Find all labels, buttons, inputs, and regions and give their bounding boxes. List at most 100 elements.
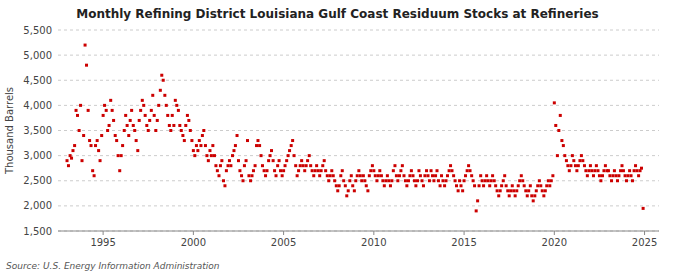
point [393,164,396,167]
point [517,184,520,187]
point [323,159,326,162]
point [148,119,151,122]
point [264,174,267,177]
point [71,149,74,152]
point [530,194,533,197]
point [526,194,529,197]
point [377,174,380,177]
point [256,139,259,142]
point [481,179,484,182]
x-tick-label: 2010 [361,237,386,248]
point [542,194,545,197]
y-tick-label: 4,000 [23,100,52,111]
point [189,129,192,132]
point [73,144,76,147]
point [336,189,339,192]
point [423,174,426,177]
point [272,159,275,162]
point [586,174,589,177]
point [633,169,636,172]
point [216,169,219,172]
point [484,179,487,182]
point [608,174,611,177]
grid-line [58,130,659,131]
point [533,194,536,197]
point [317,169,320,172]
point [238,169,241,172]
point [150,109,153,112]
point [237,159,240,162]
point [177,109,180,112]
point [300,159,303,162]
grid-line [58,55,659,56]
point [473,184,476,187]
title: Monthly Refining District Louisiana Gulf… [76,7,599,21]
point [202,129,205,132]
point [363,179,366,182]
point [581,159,584,162]
point [430,169,433,172]
point [560,139,563,142]
point [320,169,323,172]
point [353,189,356,192]
point [175,104,178,107]
point [463,179,466,182]
point [220,159,223,162]
point [446,174,449,177]
point [396,179,399,182]
point [308,154,311,157]
point [147,129,150,132]
point [285,159,288,162]
point [467,164,470,167]
point [314,169,317,172]
point [205,154,208,157]
point [169,129,172,132]
grid-line [58,205,659,206]
point [500,184,503,187]
point [532,199,535,202]
point [174,99,177,102]
point [556,154,559,157]
point [324,169,327,172]
point [593,169,596,172]
point [441,179,444,182]
point [348,179,351,182]
point [187,119,190,122]
point [511,184,514,187]
point [544,189,547,192]
point [162,79,165,82]
point [432,179,435,182]
point [512,189,515,192]
point [236,134,239,137]
point [290,144,293,147]
point [452,174,455,177]
point [547,179,550,182]
point [460,184,463,187]
point [201,134,204,137]
point [93,174,96,177]
point [183,139,186,142]
point [199,144,202,147]
x-tick [103,231,104,235]
point [436,169,439,172]
point [246,139,249,142]
point [599,179,602,182]
point [168,124,171,127]
point [478,184,481,187]
x-tick [283,231,284,235]
point [622,169,625,172]
point [118,169,121,172]
point [398,174,401,177]
x-axis: 1995200020052010201520202025 [58,231,659,248]
point [341,169,344,172]
point [640,167,643,170]
point [482,184,485,187]
point [299,164,302,167]
point [66,159,69,162]
point [227,164,230,167]
point [520,174,523,177]
point [431,174,434,177]
point [372,169,375,172]
point [496,189,499,192]
point [339,174,342,177]
